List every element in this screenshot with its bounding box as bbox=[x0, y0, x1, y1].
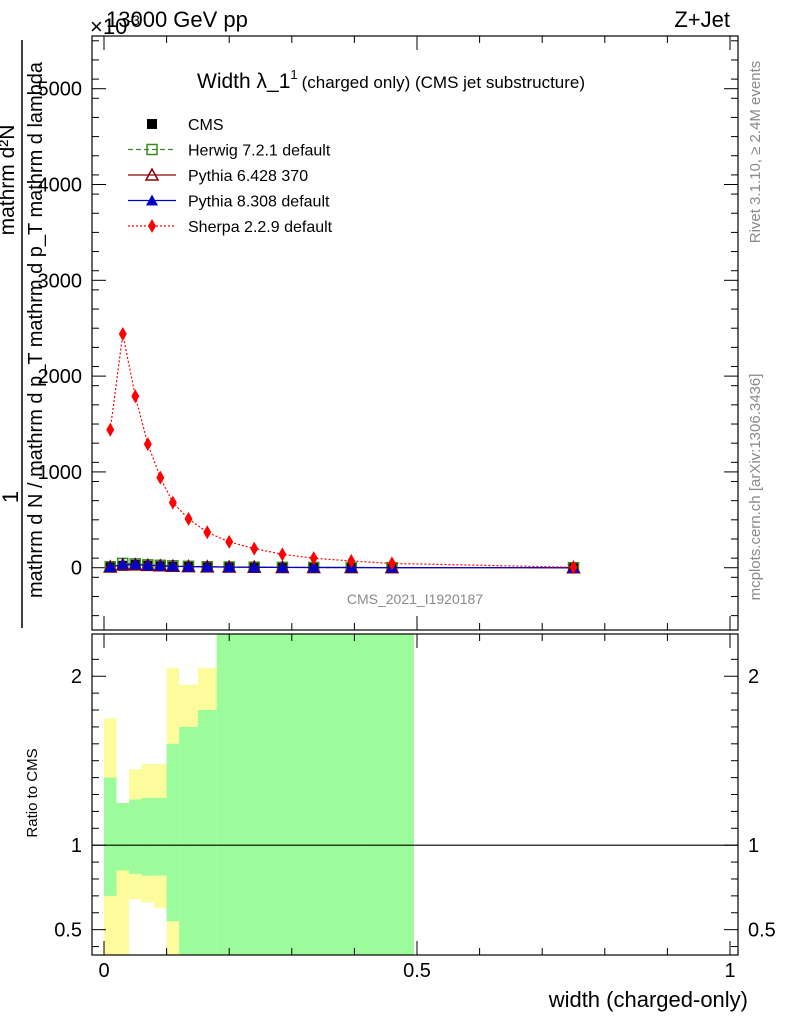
rivet-label: Rivet 3.1.10, ≥ 2.4M events bbox=[747, 61, 764, 244]
legend-label-pythia-8-308-default: Pythia 8.308 default bbox=[188, 194, 330, 211]
legend-marker-cms bbox=[147, 119, 157, 129]
xlabel: width (charged-only) bbox=[548, 987, 748, 1012]
ratio-plot-area: 0.5 0.5 1 1 2 2 0 0.5 1 bbox=[54, 36, 776, 982]
ratio-band-stat-bin bbox=[104, 777, 117, 896]
ratio-band-stat-bin bbox=[129, 799, 142, 874]
data-point-sherpa-2-2-9-default bbox=[387, 556, 396, 571]
ratio-band-stat-bin bbox=[166, 743, 180, 922]
data-point-sherpa-2-2-9-default bbox=[225, 534, 234, 549]
data-point-sherpa-2-2-9-default bbox=[131, 389, 140, 404]
legend-marker-herwig-7-2-1-default bbox=[146, 143, 158, 156]
process-label: Z+Jet bbox=[674, 7, 730, 32]
data-point-sherpa-2-2-9-default bbox=[347, 554, 356, 569]
data-point-sherpa-2-2-9-default bbox=[184, 511, 193, 526]
ratio-band-stat-bin bbox=[216, 634, 367, 955]
ratio-band-stat-bin bbox=[179, 726, 198, 955]
ratio-band-stat-bin bbox=[154, 797, 167, 876]
legend-marker-sherpa-2-2-9-default bbox=[148, 219, 156, 233]
ratio-band-stat-bin bbox=[366, 634, 414, 955]
data-point-sherpa-2-2-9-default bbox=[569, 560, 578, 575]
x-tick-label: 0 bbox=[98, 960, 109, 982]
main-y-tick-label: 2000 bbox=[38, 366, 83, 388]
ylabel-prefix: 1 bbox=[0, 491, 23, 503]
data-point-pythia-8-308-default bbox=[307, 561, 320, 573]
legend-marker-pythia-8-308-default bbox=[146, 194, 158, 206]
collision-label: 13000 GeV pp bbox=[106, 7, 248, 32]
ylabel-numerator: mathrm d²N bbox=[0, 125, 19, 236]
legend-label-cms: CMS bbox=[188, 117, 224, 134]
exponent-label: ×10-3 bbox=[90, 12, 140, 39]
data-point-sherpa-2-2-9-default bbox=[250, 541, 259, 556]
ratio-y-tick-label-right: 2 bbox=[748, 666, 759, 688]
mcplots-label: mcplots.cern.ch [arXiv:1306.3436] bbox=[747, 374, 764, 601]
data-point-sherpa-2-2-9-default bbox=[309, 551, 318, 566]
data-point-pythia-8-308-default bbox=[182, 560, 195, 572]
data-point-sherpa-2-2-9-default bbox=[278, 547, 287, 562]
data-point-pythia-8-308-default bbox=[141, 559, 154, 571]
data-point-pythia-8-308-default bbox=[129, 558, 142, 570]
analysis-id: CMS_2021_I1920187 bbox=[347, 591, 483, 607]
main-y-tick-label: 4000 bbox=[38, 175, 83, 197]
data-point-pythia-8-308-default bbox=[166, 560, 179, 572]
data-point-pythia-8-308-default bbox=[248, 561, 261, 573]
ylabel-denominator: mathrm d N / mathrm d p_T mathrm d p_T m… bbox=[25, 61, 47, 598]
legend: CMS Herwig 7.2.1 default Pythia 6.428 370 P… bbox=[128, 117, 333, 236]
data-point-pythia-8-308-default bbox=[104, 560, 117, 572]
ratio-y-tick-label-right: 0.5 bbox=[748, 920, 776, 942]
x-tick-label: 1 bbox=[724, 960, 735, 982]
data-point-pythia-8-308-default bbox=[201, 560, 214, 572]
ratio-band-stat-bin bbox=[116, 802, 130, 871]
main-ylabel: 1 mathrm d²N mathrm d N / mathrm d p_T m… bbox=[0, 40, 47, 628]
ratio-y-tick-label: 2 bbox=[71, 666, 82, 688]
plot-title: Width λ_11 (charged only) (CMS jet substr… bbox=[197, 67, 585, 93]
data-point-sherpa-2-2-9-default bbox=[106, 422, 115, 437]
ratio-band-stat-bin bbox=[141, 797, 155, 876]
data-point-pythia-8-308-default bbox=[116, 558, 129, 570]
data-point-sherpa-2-2-9-default bbox=[156, 470, 165, 485]
legend-marker-pythia-6-428-370 bbox=[144, 167, 160, 181]
main-frame bbox=[91, 35, 739, 631]
legend-label-herwig-7-2-1-default: Herwig 7.2.1 default bbox=[188, 143, 331, 160]
main-y-tick-label: 3000 bbox=[38, 270, 83, 292]
ratio-y-tick-label: 1 bbox=[71, 835, 82, 857]
data-point-sherpa-2-2-9-default bbox=[143, 437, 152, 452]
main-y-tick-label: 1000 bbox=[38, 462, 83, 484]
ratio-y-tick-label: 0.5 bbox=[54, 920, 82, 942]
x-tick-label: 0.5 bbox=[403, 960, 431, 982]
legend-label-sherpa-2-2-9-default: Sherpa 2.2.9 default bbox=[188, 219, 333, 236]
main-plot-marks bbox=[102, 326, 581, 575]
main-plot-area: 0 1000 2000 3000 4000 5000 bbox=[38, 35, 739, 631]
ratio-y-tick-label-right: 1 bbox=[748, 835, 759, 857]
main-y-tick-label: 5000 bbox=[38, 79, 83, 101]
series-line-pythia-8-308-default bbox=[110, 563, 574, 569]
data-point-sherpa-2-2-9-default bbox=[203, 525, 212, 540]
ratio-ylabel: Ratio to CMS bbox=[24, 748, 41, 837]
series-line-sherpa-2-2-9-default bbox=[109, 333, 574, 568]
data-point-sherpa-2-2-9-default bbox=[168, 495, 177, 510]
ratio-band-stat-bin bbox=[197, 710, 217, 955]
main-y-tick-label: 0 bbox=[71, 558, 82, 580]
data-point-pythia-8-308-default bbox=[223, 561, 236, 573]
data-point-pythia-8-308-default bbox=[154, 559, 167, 571]
data-point-sherpa-2-2-9-default bbox=[118, 326, 127, 341]
data-point-pythia-8-308-default bbox=[276, 561, 289, 573]
legend-label-pythia-6-428-370: Pythia 6.428 370 bbox=[188, 168, 308, 185]
